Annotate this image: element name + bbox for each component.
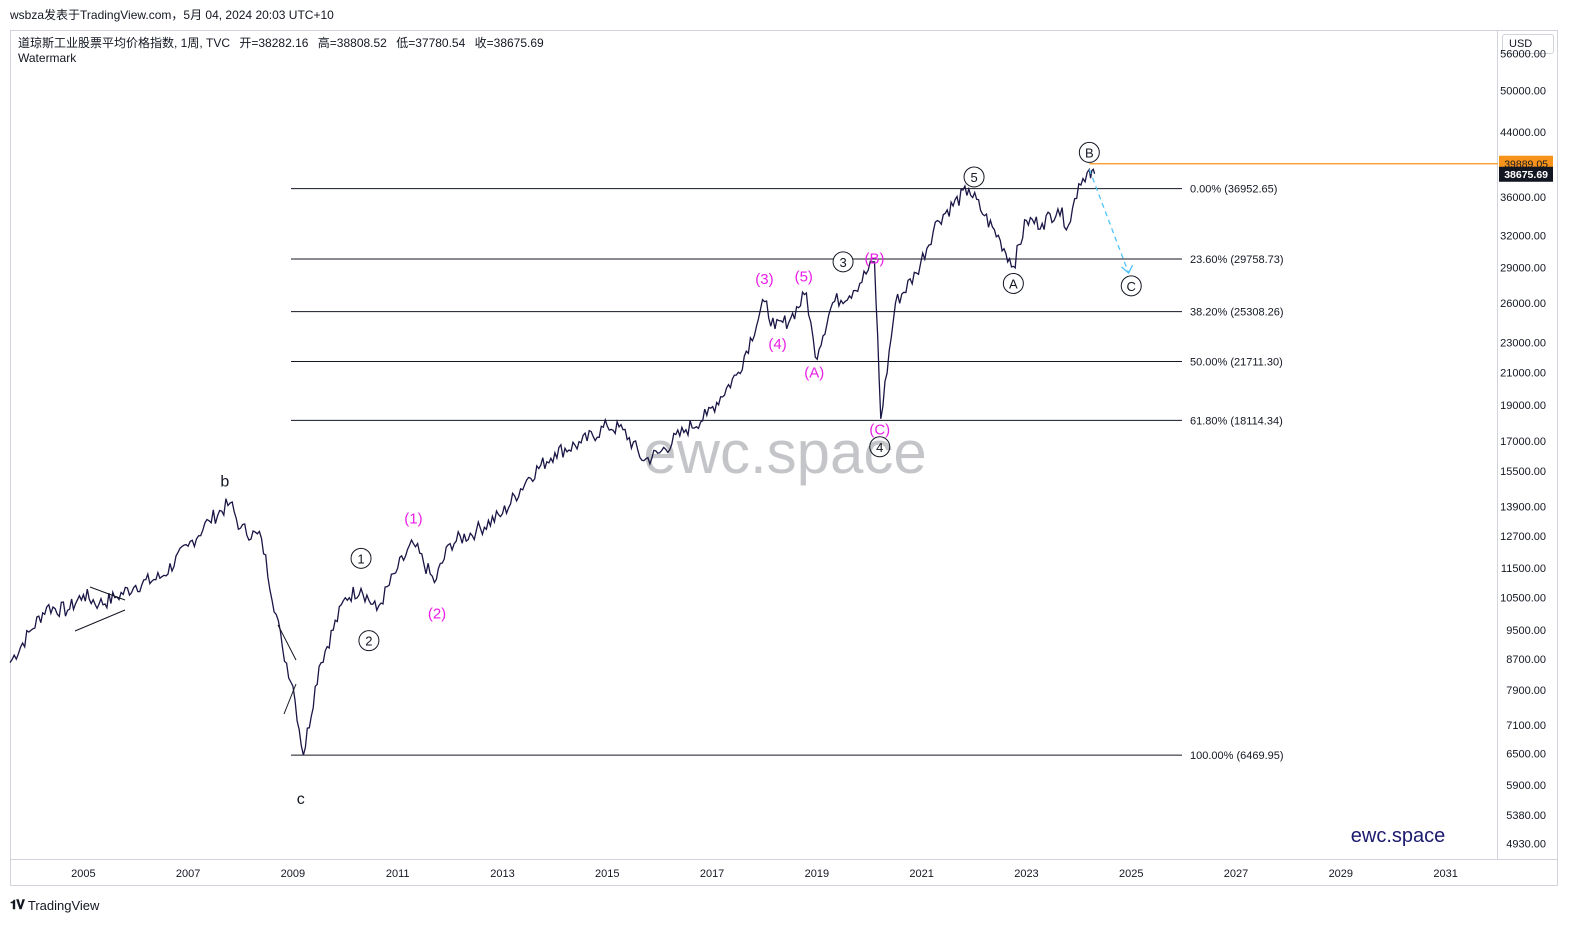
close-value: =38675.69 (486, 36, 544, 50)
high-label: 高 (317, 36, 330, 50)
high-value: =38808.52 (329, 36, 387, 50)
open-value: =38282.16 (251, 36, 309, 50)
symbol-legend: 道琼斯工业股票平均价格指数, 1周, TVC 开=38282.16 高=3880… (18, 34, 544, 51)
symbol-title[interactable]: 道琼斯工业股票平均价格指数, 1周, TVC (18, 36, 231, 50)
tradingview-logo-icon[interactable]: 𝟏𝐕 (10, 897, 25, 912)
currency-button[interactable]: USD (1502, 34, 1554, 54)
footer: 𝟏𝐕 TradingView (10, 897, 99, 913)
watermark-legend[interactable]: Watermark (18, 51, 77, 65)
chart-pane[interactable] (10, 30, 1498, 860)
low-value: =37780.54 (408, 36, 466, 50)
footer-brand[interactable]: TradingView (27, 897, 100, 913)
close-label: 收 (474, 36, 487, 50)
price-scale[interactable] (1498, 30, 1558, 860)
time-scale[interactable] (10, 860, 1558, 886)
low-label: 低 (396, 36, 409, 50)
open-label: 开 (239, 36, 252, 50)
publisher-line: wsbza发表于TradingView.com，5月 04, 2024 20:0… (10, 8, 334, 22)
